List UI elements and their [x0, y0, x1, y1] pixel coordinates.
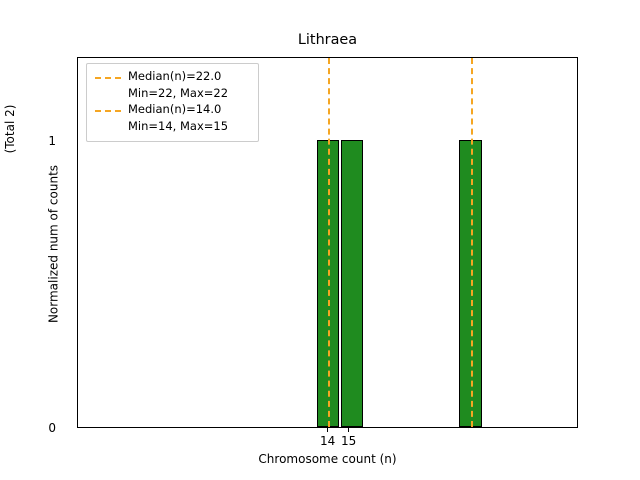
- x-axis-tick-label-15: 15: [341, 434, 357, 448]
- legend-label-0: Median(n)=22.0: [128, 69, 222, 83]
- y-axis-tick-mark-1: [77, 142, 78, 143]
- y-axis-tick-label-1: 1: [48, 134, 56, 148]
- x-axis-tick-mark-14: [327, 428, 328, 432]
- x-axis-label: Chromosome count (n): [258, 452, 397, 466]
- y-axis-total-label: (Total 2): [3, 104, 17, 154]
- dashed-line-icon: [95, 72, 121, 84]
- legend-sublabel-0: Min=22, Max=22: [128, 85, 229, 100]
- x-axis-tick-mark-15: [348, 428, 349, 432]
- page-title: Lithraea: [297, 32, 358, 48]
- legend: Median(n)=22.0 Min=22, Max=22 Median(n)=…: [86, 63, 259, 142]
- y-axis-label: Normalized num of counts: [46, 164, 61, 324]
- legend-entry-0: Median(n)=22.0: [93, 69, 252, 85]
- median-line-22: [471, 58, 473, 427]
- y-axis-tick-label-0: 0: [48, 421, 56, 435]
- legend-sublabel-1: Min=14, Max=15: [128, 118, 229, 133]
- median-line-14: [328, 58, 330, 427]
- plot-area: Median(n)=22.0 Min=22, Max=22 Median(n)=…: [77, 57, 578, 428]
- legend-entry-1: Median(n)=14.0: [93, 102, 252, 118]
- bar-n22: [459, 140, 482, 427]
- bar-n15: [341, 140, 363, 427]
- y-axis-tick-mark-0: [77, 427, 78, 428]
- legend-label-1: Median(n)=14.0: [128, 102, 222, 116]
- x-axis-tick-label-14: 14: [320, 434, 336, 448]
- dashed-line-icon: [95, 105, 121, 117]
